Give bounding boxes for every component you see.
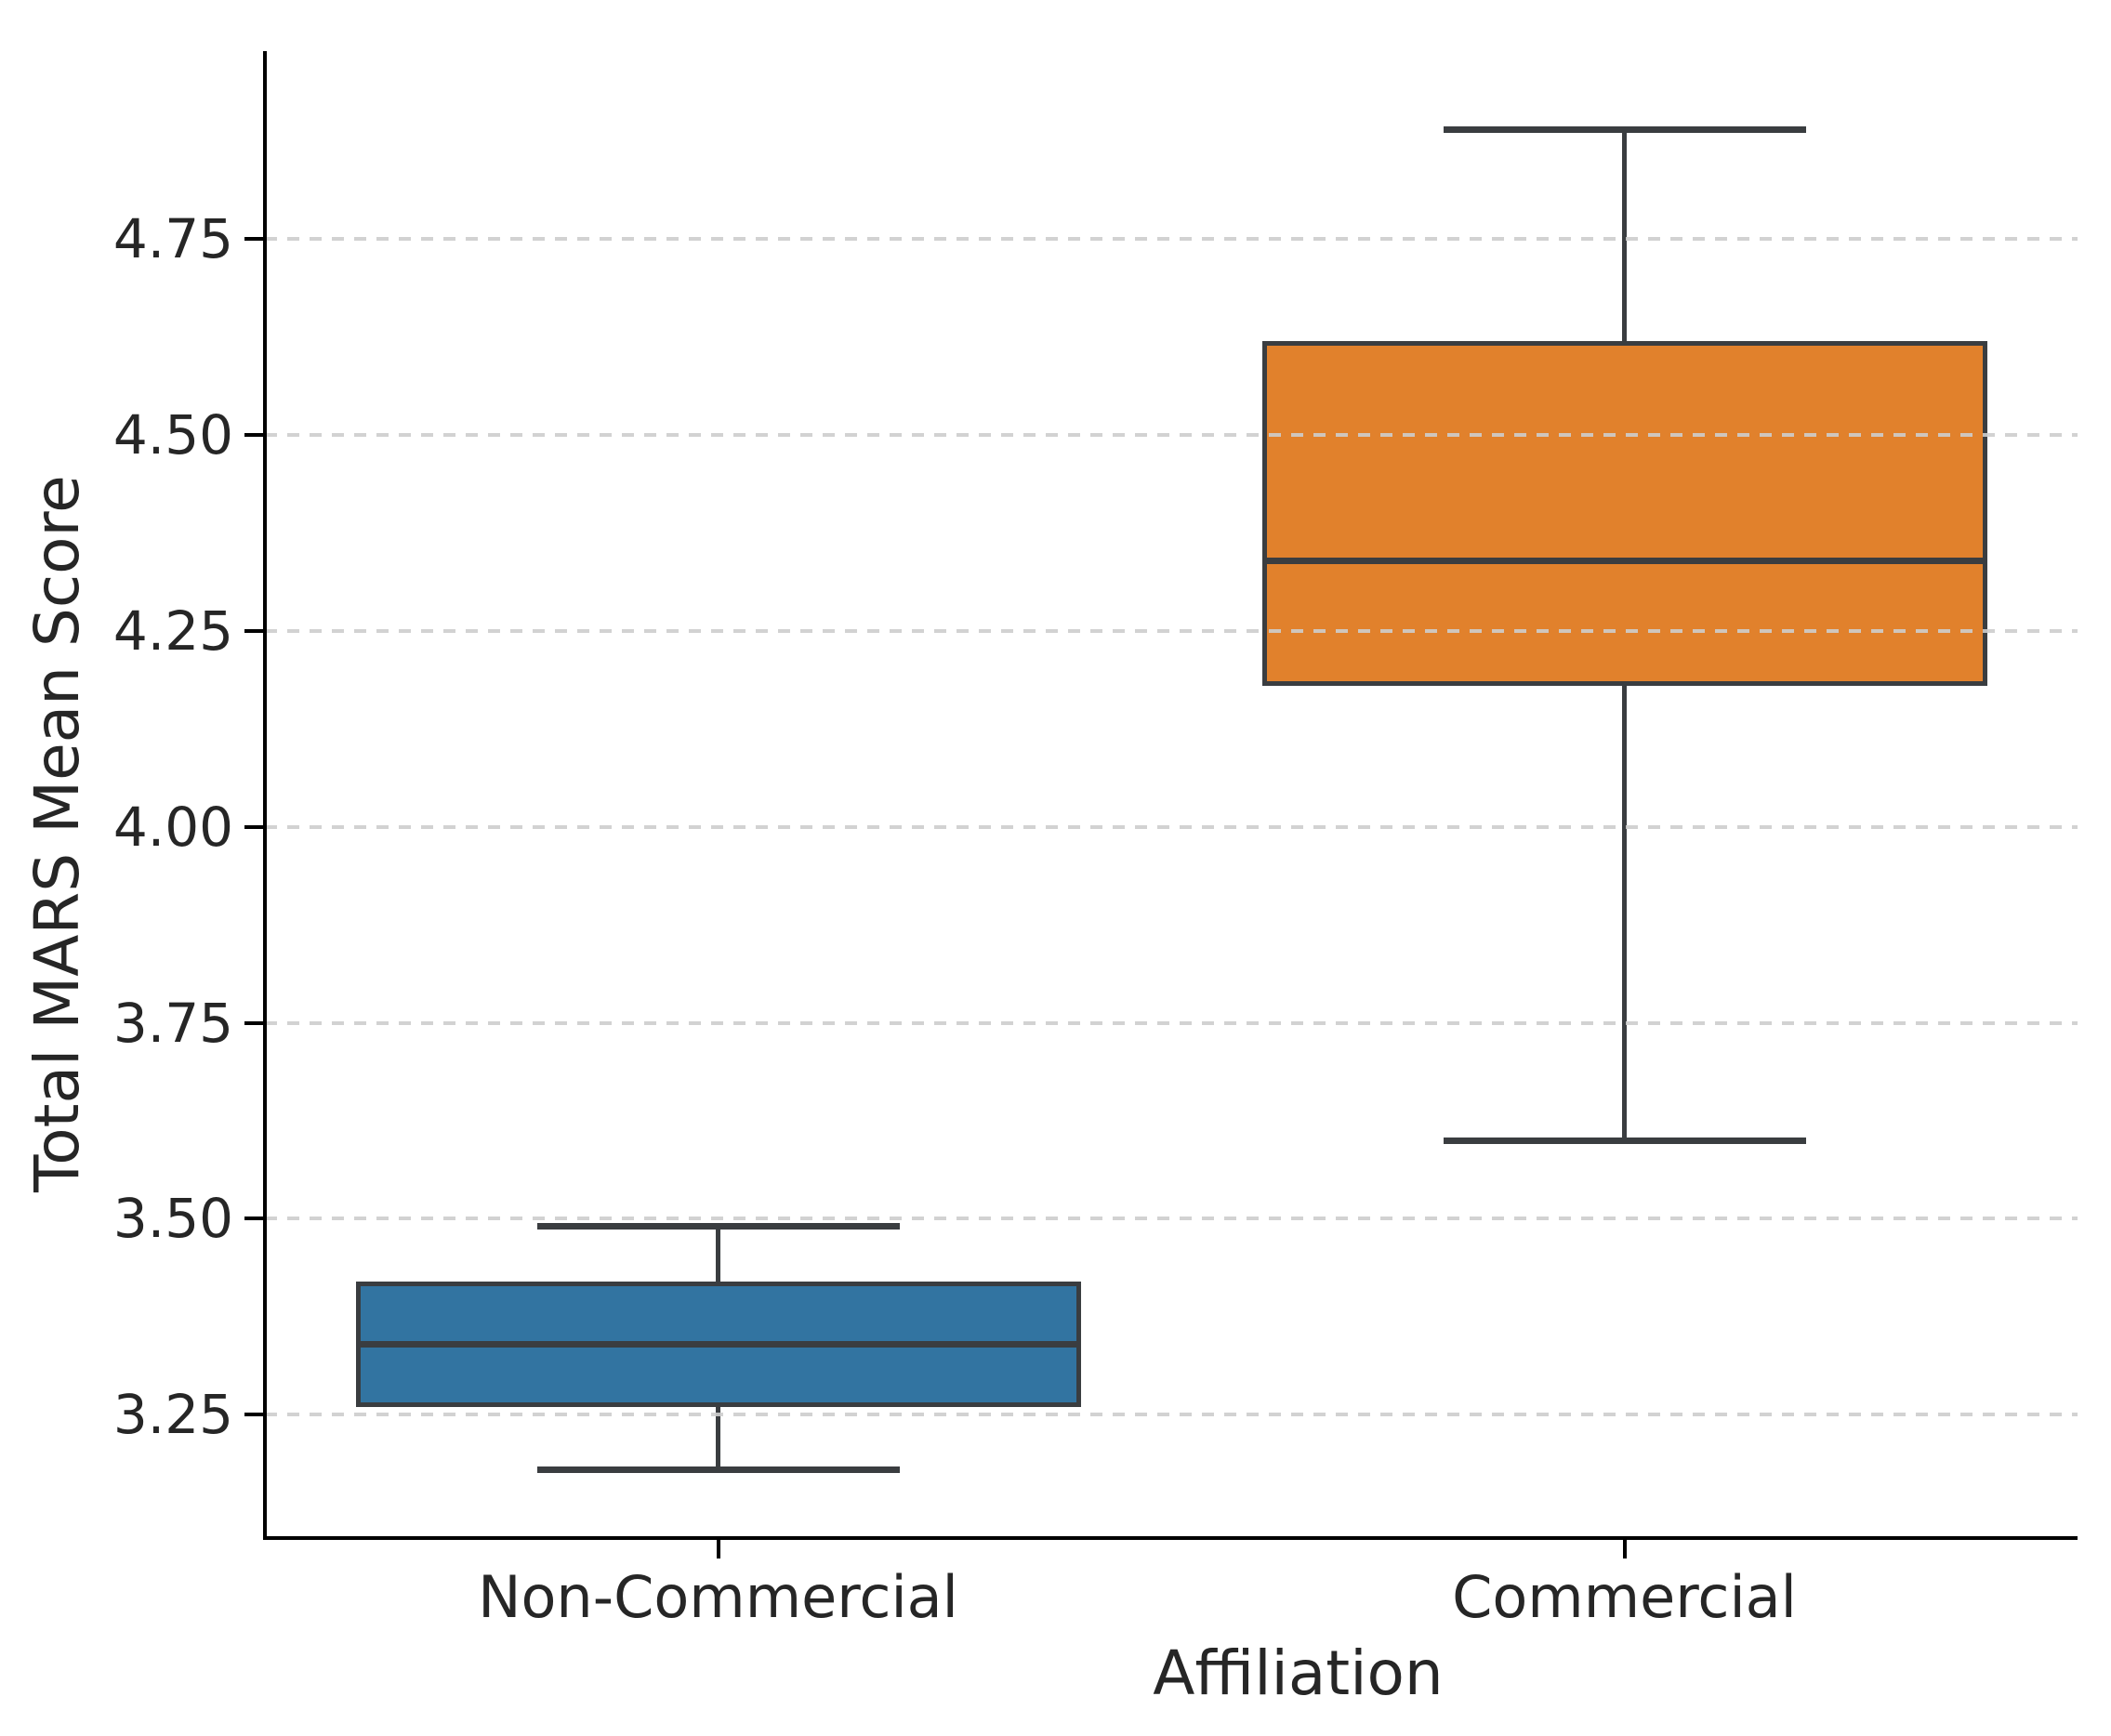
y-gridline bbox=[265, 1217, 2078, 1221]
y-tick-mark bbox=[244, 1413, 263, 1417]
x-axis-spine bbox=[263, 1536, 2078, 1540]
y-tick-mark bbox=[244, 629, 263, 634]
x-tick-label: Non-Commercial bbox=[478, 1563, 958, 1631]
y-tick-mark bbox=[244, 1020, 263, 1025]
y-tick-label: 3.50 bbox=[112, 1187, 233, 1251]
y-gridline bbox=[265, 629, 2078, 634]
median-line bbox=[360, 1340, 1076, 1348]
whisker-cap-high bbox=[1443, 125, 1806, 133]
y-axis-label: Total MARS Mean Score bbox=[21, 475, 93, 1192]
y-axis-spine bbox=[263, 51, 267, 1540]
y-tick-label: 4.50 bbox=[112, 403, 233, 467]
y-tick-label: 3.75 bbox=[112, 991, 233, 1055]
y-gridline bbox=[265, 1413, 2078, 1417]
box-commercial bbox=[1261, 341, 1987, 687]
y-tick-mark bbox=[244, 237, 263, 242]
y-tick-label: 4.00 bbox=[112, 795, 233, 859]
whisker-lower-line bbox=[716, 1406, 720, 1470]
whisker-cap-high bbox=[536, 1223, 900, 1230]
x-tick-mark bbox=[1622, 1540, 1627, 1558]
y-gridline bbox=[265, 824, 2078, 829]
y-tick-label: 3.25 bbox=[112, 1383, 233, 1447]
x-tick-mark bbox=[716, 1540, 720, 1558]
y-tick-label: 4.75 bbox=[112, 207, 233, 271]
y-gridline bbox=[265, 1020, 2078, 1025]
whisker-cap-low bbox=[1443, 1137, 1806, 1144]
y-tick-mark bbox=[244, 1217, 263, 1221]
y-gridline bbox=[265, 237, 2078, 242]
whisker-lower-line bbox=[1622, 686, 1627, 1141]
median-line bbox=[1266, 557, 1983, 564]
whisker-upper-line bbox=[1622, 129, 1627, 341]
x-axis-label: Affiliation bbox=[1153, 1637, 1444, 1709]
y-tick-mark bbox=[244, 824, 263, 829]
whisker-cap-low bbox=[536, 1466, 900, 1473]
y-tick-label: 4.25 bbox=[112, 599, 233, 664]
whisker-upper-line bbox=[716, 1226, 720, 1282]
y-tick-mark bbox=[244, 433, 263, 438]
x-tick-label: Commercial bbox=[1452, 1563, 1797, 1631]
y-gridline bbox=[265, 433, 2078, 438]
